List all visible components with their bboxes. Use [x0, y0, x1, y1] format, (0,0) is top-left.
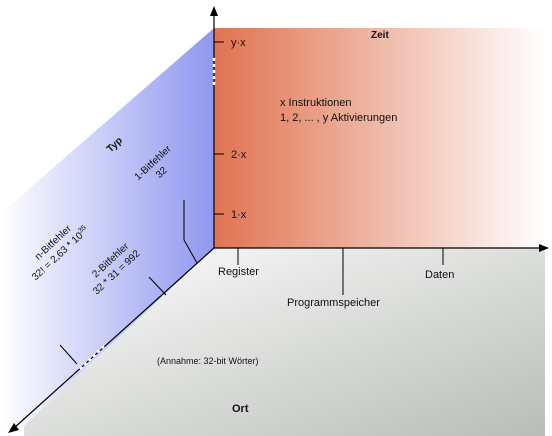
time-tick-label-y: y·x [231, 37, 246, 49]
type-tick-2bit [148, 276, 167, 296]
type-axis-arrow [8, 423, 19, 433]
type-tick-1bit-foot [183, 239, 198, 264]
assumption-note: (Annahme: 32-bit Wörter) [157, 356, 259, 366]
time-axis-arrow [210, 6, 218, 16]
location-label-programmspeicher: Programmspeicher [287, 297, 380, 309]
location-plane-title: Ort [232, 403, 249, 415]
location-label-register: Register [218, 266, 259, 278]
instructions-note: x Instruktionen [280, 97, 352, 109]
location-axis-arrow [539, 244, 549, 252]
time-plane [214, 28, 545, 248]
n-bit-error-count-exponent: 35 [77, 224, 88, 235]
location-plane [24, 248, 545, 436]
time-tick-label-2: 2·x [231, 149, 247, 161]
time-plane-title: Zeit [371, 30, 389, 41]
time-tick-label-1: 1·x [231, 209, 247, 221]
type-tick-nbit [59, 344, 78, 365]
type-axis [13, 247, 215, 429]
type-plane [0, 28, 214, 426]
activations-note: 1, 2, ... , y Aktivierungen [280, 112, 397, 124]
location-label-daten: Daten [425, 269, 454, 281]
